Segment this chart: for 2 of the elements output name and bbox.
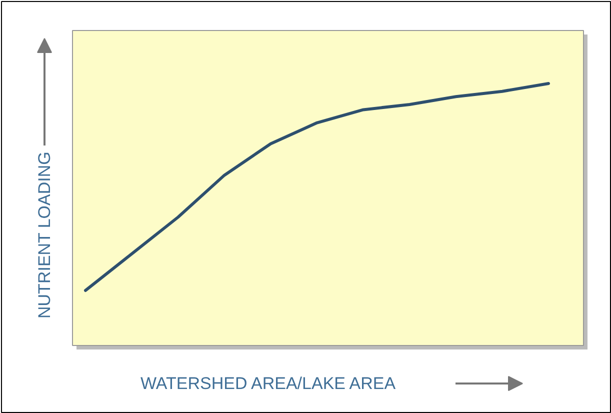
x-axis-title: WATERSHED AREA/LAKE AREA xyxy=(140,374,396,393)
y-axis-title: NUTRIENT LOADING xyxy=(35,152,54,318)
